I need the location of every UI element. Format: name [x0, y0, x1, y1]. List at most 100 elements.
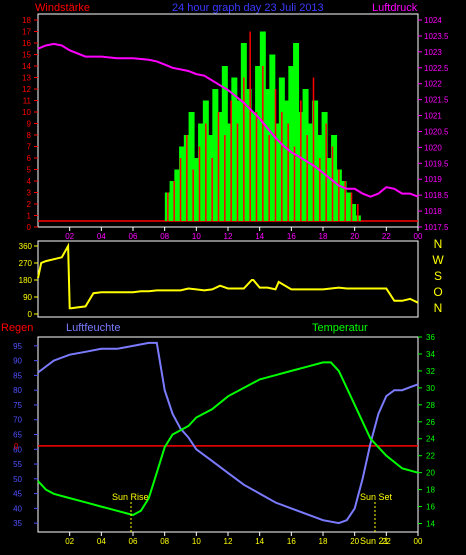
gust-bar	[250, 112, 257, 221]
temperature-line	[37, 361, 419, 517]
wind-bar	[312, 77, 315, 221]
wind-x-tick-label: 04	[97, 232, 106, 241]
wind-bar	[344, 181, 346, 221]
wind-bar	[230, 100, 232, 221]
climate-x-tick-label: 06	[129, 537, 138, 546]
compass-letter: O	[433, 285, 442, 299]
temperature-y-tick-label: 32	[426, 367, 435, 376]
wind-y-tick-label: 10	[22, 108, 31, 117]
wind-bar	[224, 135, 226, 221]
climate-panel-frame	[37, 336, 419, 533]
pressure-y-tick-label: 1021.5	[424, 96, 449, 105]
climate-x-tick-label: 18	[319, 537, 328, 546]
pressure-y-tick-label: 1022	[424, 80, 442, 89]
wind-x-tick-label: 20	[350, 232, 359, 241]
gust-bar	[193, 158, 200, 221]
gust-bar	[169, 181, 176, 221]
wind-y-tick-label: 8	[27, 131, 32, 140]
direction-y-tick-label: 0	[28, 310, 33, 319]
wind-bar	[319, 158, 321, 221]
direction-y-tick-label: 270	[19, 259, 33, 268]
gust-bar	[212, 89, 219, 221]
direction-y-tick-label: 180	[19, 276, 33, 285]
pressure-y-tick-label: 1020.5	[424, 127, 449, 136]
direction-y-axis: 0 90 180 270 360	[19, 242, 38, 319]
wind-bar	[300, 100, 302, 221]
pressure-y-tick-label: 1024	[424, 16, 442, 25]
gust-bar	[264, 89, 271, 221]
temperature-y-tick-label: 36	[426, 333, 435, 342]
climate-x-tick-label: 00	[414, 537, 423, 546]
pressure-axis-title: Luftdruck	[372, 2, 418, 14]
wind-x-tick-label: 18	[319, 232, 328, 241]
direction-y-tick-label: 90	[23, 293, 32, 302]
pressure-y-tick-label: 1019.5	[424, 159, 449, 168]
wind-x-tick-label: 16	[287, 232, 296, 241]
temperature-y-tick-label: 26	[426, 418, 435, 427]
pressure-series	[37, 42, 419, 198]
wind-y-tick-label: 13	[22, 74, 31, 83]
wind-y-tick-label: 3	[27, 189, 32, 198]
temperature-y-tick-label: 28	[426, 401, 435, 410]
temperature-y-tick-label: 16	[426, 503, 435, 512]
gust-bar	[245, 89, 252, 221]
gust-bar	[288, 66, 295, 221]
wind-bar	[205, 123, 207, 221]
humidity-y-tick-label: 55	[13, 460, 22, 469]
wind-y-tick-label: 4	[27, 177, 32, 186]
humidity-y-tick-label: 75	[13, 401, 22, 410]
humidity-temperature-panel: Regen Luftfeuchte Temperatur 35 40 45 50 55 6…	[1, 322, 435, 546]
wind-y-tick-label: 11	[23, 97, 32, 106]
humidity-y-tick-label: 80	[13, 386, 22, 395]
wind-bar	[338, 169, 340, 221]
gust-bar	[331, 135, 338, 221]
humidity-y-tick-label: 90	[13, 357, 22, 366]
temperature-y-tick-label: 22	[426, 452, 435, 461]
gust-bar	[274, 123, 281, 221]
wind-bar	[173, 181, 175, 221]
pressure-y-tick-label: 1017.5	[424, 223, 449, 232]
temperature-y-tick-label: 30	[426, 384, 435, 393]
climate-series: 0	[14, 341, 419, 525]
wind-y-tick-label: 2	[27, 200, 32, 209]
climate-x-tick-label: 02	[65, 537, 74, 546]
wind-x-tick-label: 14	[255, 232, 264, 241]
temperature-label: Temperatur	[312, 322, 368, 334]
wind-bar	[179, 158, 182, 221]
climate-x-tick-label: 20	[350, 537, 359, 546]
wind-bar	[255, 112, 258, 221]
humidity-y-tick-label: 65	[13, 431, 22, 440]
pressure-y-tick-label: 1018	[424, 207, 442, 216]
gust-bar	[302, 89, 309, 221]
gust-bar	[231, 77, 238, 221]
chart-title: 24 hour graph day 23 Juli 2013	[172, 2, 324, 14]
gust-bar	[345, 192, 352, 221]
gust-bar	[269, 54, 276, 221]
wind-bars	[38, 31, 418, 222]
wind-bar	[350, 192, 353, 221]
sunrise-label: Sun Rise	[112, 492, 149, 502]
humidity-y-tick-label: 70	[13, 416, 22, 425]
wind-axis-title: Windstärke	[35, 2, 90, 14]
gust-bar	[312, 100, 319, 221]
rain-zero-label: 0	[14, 442, 19, 451]
gust-bar	[226, 123, 233, 221]
temperature-y-tick-label: 14	[426, 520, 435, 529]
humidity-label: Luftfeuchte	[66, 322, 120, 334]
direction-panel-frame	[37, 240, 419, 318]
wind-y-tick-label: 17	[22, 28, 31, 37]
gust-bar	[174, 169, 181, 221]
humidity-y-tick-label: 40	[13, 504, 22, 513]
sunset-label: Sun Set	[360, 492, 393, 502]
wind-bar	[287, 123, 289, 221]
wind-bar	[274, 89, 277, 221]
gust-bar	[255, 66, 262, 221]
humidity-line	[37, 341, 419, 525]
wind-y-tick-label: 12	[22, 85, 31, 94]
wind-y-tick-label: 6	[27, 154, 32, 163]
climate-x-tick-label: 14	[255, 537, 264, 546]
compass-letter: W	[432, 253, 444, 267]
humidity-y-tick-label: 50	[13, 475, 22, 484]
